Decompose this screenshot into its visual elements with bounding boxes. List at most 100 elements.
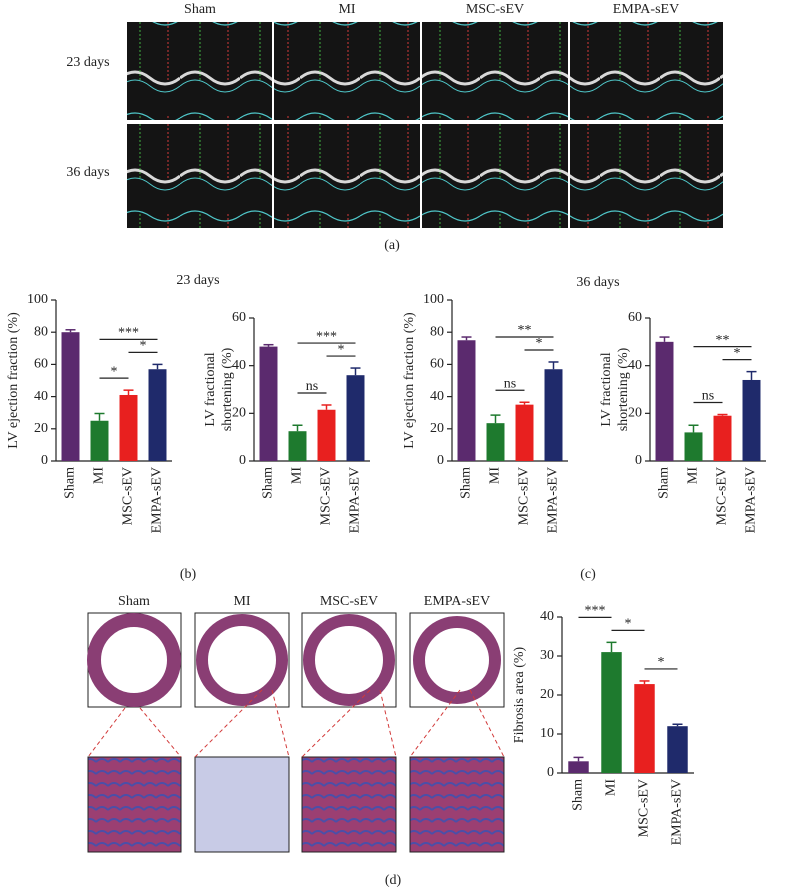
significance-label: * xyxy=(536,336,543,351)
panel-label: (a) xyxy=(384,238,400,253)
x-tick-label: MI xyxy=(686,467,701,484)
zoom-image xyxy=(194,756,290,853)
x-tick-label: MSC-sEV xyxy=(517,467,532,525)
y-tick-label: 20 xyxy=(430,421,444,436)
y-tick-label: 100 xyxy=(423,292,444,307)
y-tick-label: 80 xyxy=(430,324,444,339)
echo-row xyxy=(127,22,723,120)
y-axis-label: LV fractional xyxy=(599,352,614,426)
row-label: 23 days xyxy=(66,55,109,70)
bar xyxy=(684,432,703,461)
x-tick-label: Sham xyxy=(261,467,276,499)
section-image xyxy=(194,612,290,708)
x-tick-label: MSC-sEV xyxy=(121,467,136,525)
significance-label: * xyxy=(734,346,741,361)
row-label: 36 days xyxy=(66,165,109,180)
bar xyxy=(317,409,336,461)
bar xyxy=(544,369,563,461)
column-label: Sham xyxy=(184,2,216,17)
y-tick-label: 100 xyxy=(27,292,48,307)
bar xyxy=(288,431,307,461)
y-axis-label: LV ejection fraction (%) xyxy=(6,312,21,449)
echo-images xyxy=(127,22,723,228)
y-tick-label: 0 xyxy=(437,453,444,468)
y-tick-label: 20 xyxy=(232,406,246,421)
significance-label: ns xyxy=(702,389,714,404)
column-label: MSC-sEV xyxy=(320,594,378,609)
bar xyxy=(515,404,534,461)
significance-label: * xyxy=(658,655,665,670)
y-tick-label: 60 xyxy=(34,357,48,372)
bar xyxy=(667,726,688,773)
x-tick-label: Sham xyxy=(459,467,474,499)
bar xyxy=(148,369,167,461)
y-tick-label: 0 xyxy=(635,453,642,468)
bar xyxy=(568,761,589,773)
zoom-image xyxy=(409,756,505,853)
x-tick-label: EMPA-sEV xyxy=(150,467,165,533)
section-image xyxy=(301,612,397,708)
y-tick-label: 40 xyxy=(628,358,642,373)
panel-title: 23 days xyxy=(176,273,219,288)
column-label: EMPA-sEV xyxy=(424,594,490,609)
significance-label: *** xyxy=(585,604,606,619)
x-tick-label: MSC-sEV xyxy=(319,467,334,525)
x-tick-label: MI xyxy=(290,467,305,484)
y-tick-label: 30 xyxy=(540,648,554,663)
bar xyxy=(742,379,761,461)
panel-label: (d) xyxy=(385,873,402,888)
x-tick-label: Sham xyxy=(657,467,672,499)
y-tick-label: 40 xyxy=(34,389,48,404)
x-tick-label: EMPA-sEV xyxy=(546,467,561,533)
y-tick-label: 20 xyxy=(34,421,48,436)
column-label: Sham xyxy=(118,594,150,609)
column-label: MI xyxy=(233,594,250,609)
y-tick-label: 60 xyxy=(232,310,246,325)
significance-label: * xyxy=(111,364,118,379)
panel-label: (c) xyxy=(580,567,596,582)
x-tick-label: MI xyxy=(604,779,619,796)
bar xyxy=(90,420,109,461)
y-axis-label: Fibrosis area (%) xyxy=(512,646,527,743)
significance-label: *** xyxy=(118,326,139,341)
bar xyxy=(601,652,622,773)
y-tick-label: 40 xyxy=(232,358,246,373)
y-tick-label: 80 xyxy=(34,324,48,339)
column-label: MSC-sEV xyxy=(466,2,524,17)
histology-images xyxy=(87,612,505,853)
bar xyxy=(713,415,732,461)
y-tick-label: 20 xyxy=(540,687,554,702)
zoom-image xyxy=(87,756,182,853)
y-tick-label: 0 xyxy=(547,765,554,780)
x-tick-label: EMPA-sEV xyxy=(348,467,363,533)
significance-label: ns xyxy=(504,376,516,391)
column-label: MI xyxy=(338,2,355,17)
significance-label: * xyxy=(625,617,632,632)
bar xyxy=(119,394,138,461)
echo-row xyxy=(127,124,723,228)
x-tick-label: MI xyxy=(92,467,107,484)
significance-label: ** xyxy=(518,323,532,338)
bar xyxy=(634,684,655,773)
bar xyxy=(486,423,505,461)
x-tick-label: EMPA-sEV xyxy=(670,779,685,845)
y-tick-label: 0 xyxy=(239,453,246,468)
y-tick-label: 10 xyxy=(540,726,554,741)
y-axis-label: shortening (%) xyxy=(616,347,631,431)
significance-label: * xyxy=(338,342,345,357)
y-tick-label: 60 xyxy=(430,357,444,372)
column-label: EMPA-sEV xyxy=(613,2,679,17)
panel-label: (b) xyxy=(180,567,197,582)
significance-label: * xyxy=(140,339,147,354)
figure-labels: Sham MI MSC-sEV EMPA-sEV 23 days 36 days… xyxy=(66,2,679,888)
y-axis-label: LV ejection fraction (%) xyxy=(402,312,417,449)
x-tick-label: MSC-sEV xyxy=(637,779,652,837)
significance-label: ns xyxy=(306,379,318,394)
bar xyxy=(346,375,365,461)
y-axis-label: shortening (%) xyxy=(220,347,235,431)
bar xyxy=(61,332,80,461)
zoom-image xyxy=(301,756,397,853)
panel-title: 36 days xyxy=(576,275,619,290)
x-tick-label: Sham xyxy=(571,779,586,811)
